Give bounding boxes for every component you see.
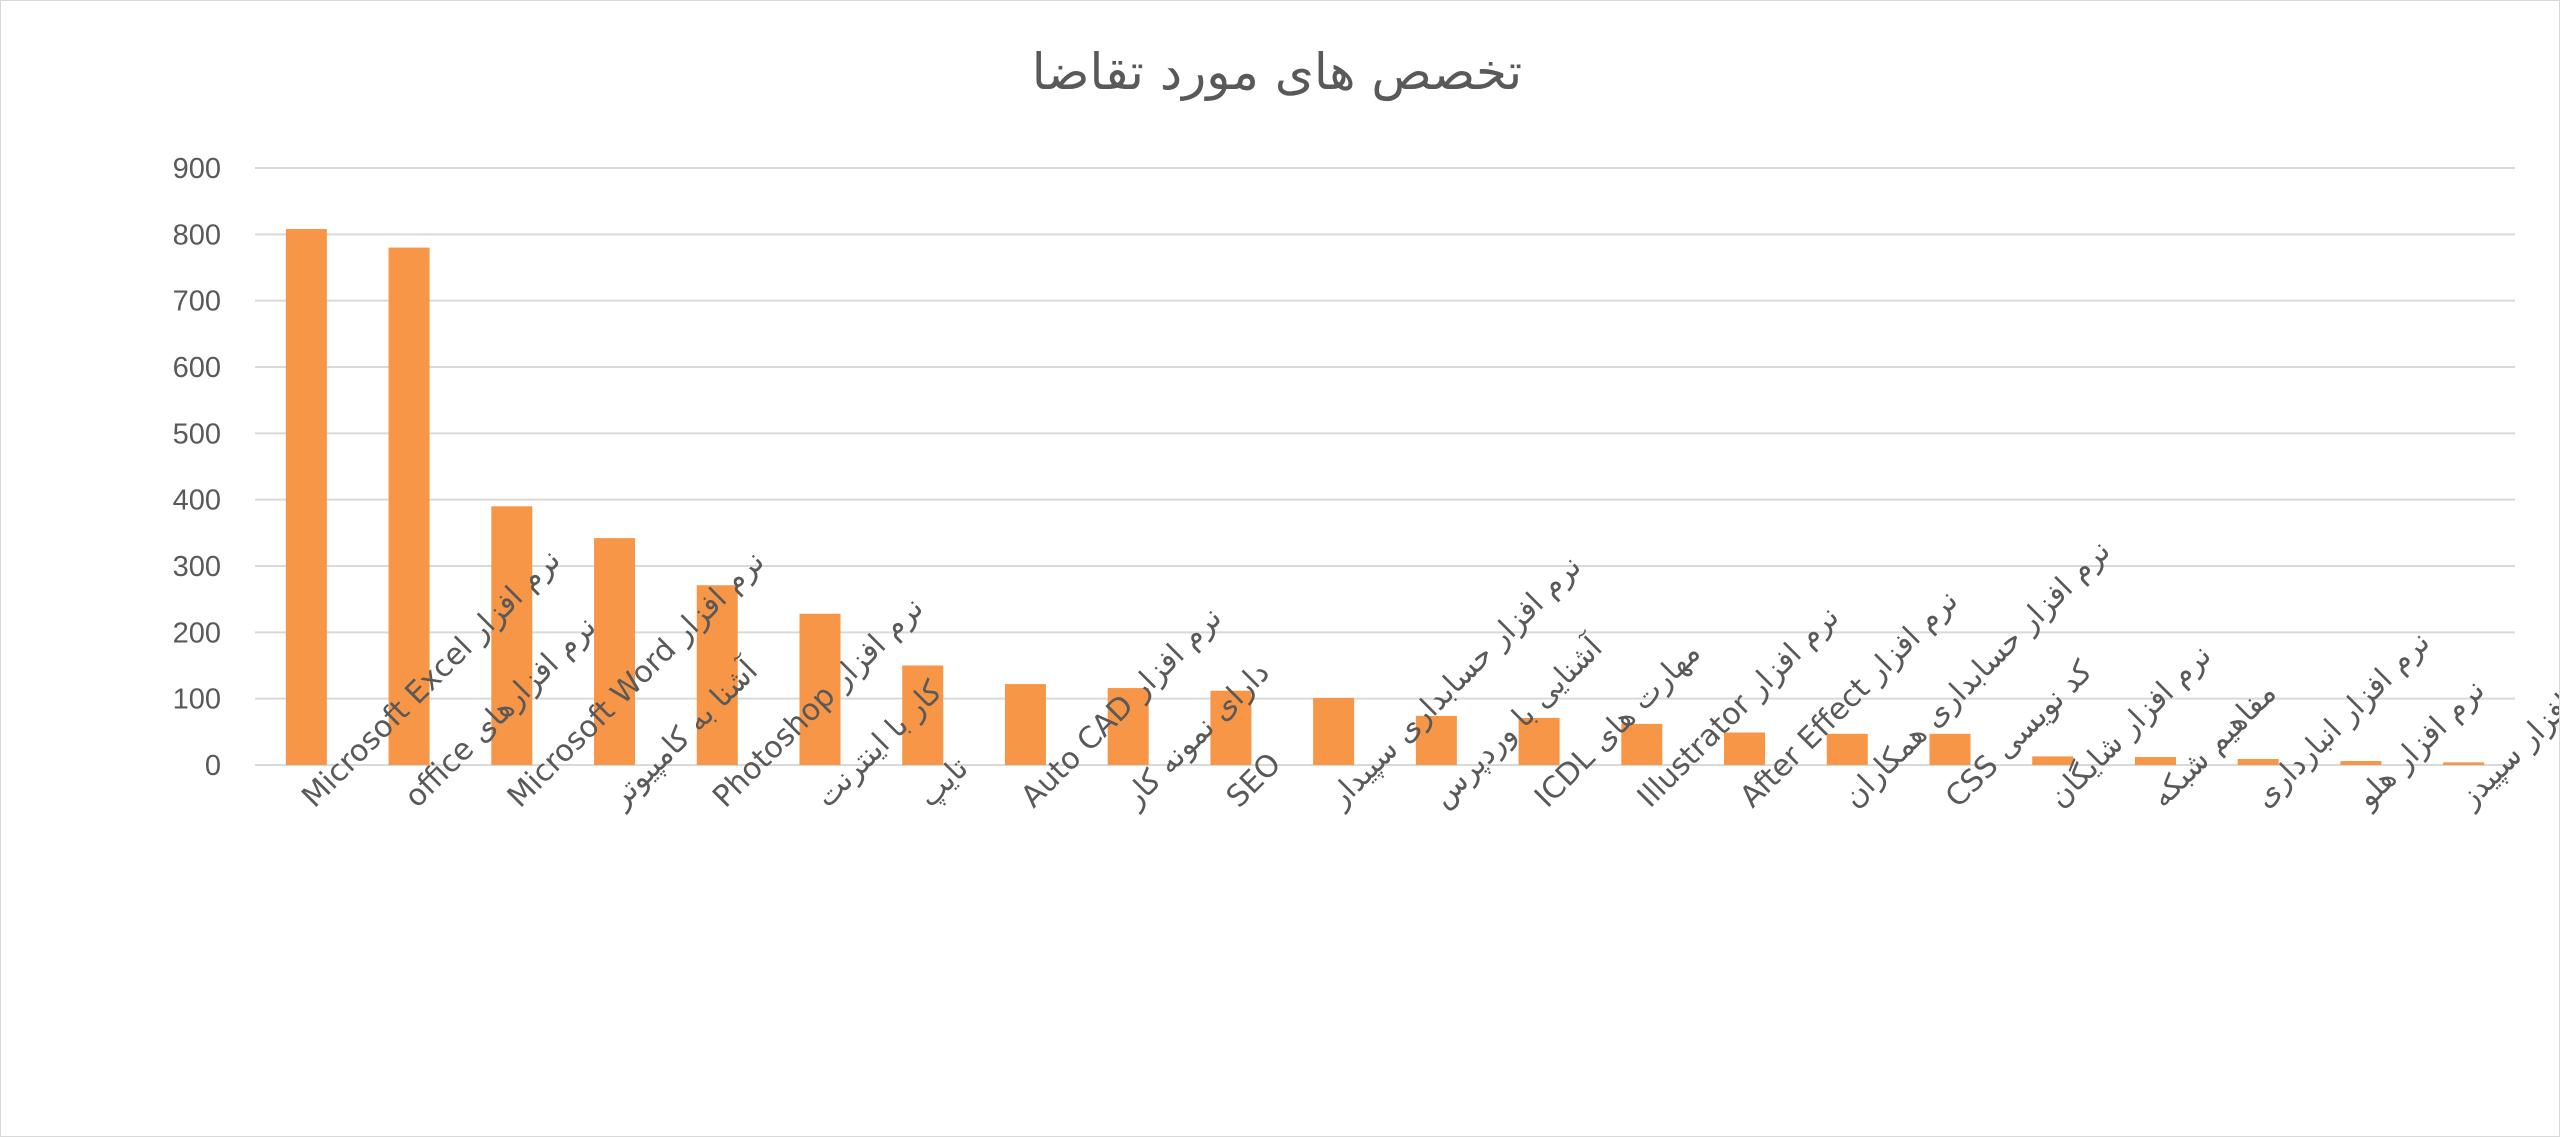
bar [799,613,841,765]
bar [1415,715,1457,765]
bar [1929,733,1971,765]
y-tick-label: 800 [173,219,221,251]
x-tick-label: نرم افزار انبارداری [2247,625,2437,815]
bar [2134,757,2176,765]
bar [1107,688,1149,765]
bar [2032,756,2074,765]
bar [388,247,430,766]
bar [1826,733,1868,765]
y-tick-label: 600 [173,352,221,384]
y-tick-label: 300 [173,551,221,583]
bar [594,538,636,765]
y-tick-label: 400 [173,485,221,517]
bar [1724,732,1766,765]
bar [2443,762,2485,765]
bar [1621,723,1663,765]
y-tick-label: 0 [205,750,221,782]
bar [696,585,738,765]
bar [902,665,944,765]
y-tick-label: 700 [173,286,221,318]
y-tick-label: 500 [173,418,221,450]
bar [1004,684,1046,765]
bar [1313,698,1355,765]
bar [1518,717,1560,765]
bar [491,506,533,765]
y-axis-ticks: 0 100 200 300 400 500 600 700 800 900 [173,153,221,782]
bar [2237,759,2279,765]
bar [2340,761,2382,765]
bars [285,229,2485,766]
y-tick-label: 200 [173,617,221,649]
bar [285,229,327,765]
bar [1210,690,1252,765]
chart-title: تخصص های مورد تقاضا [1032,43,1522,101]
y-tick-label: 100 [173,684,221,716]
y-tick-label: 900 [173,153,221,185]
